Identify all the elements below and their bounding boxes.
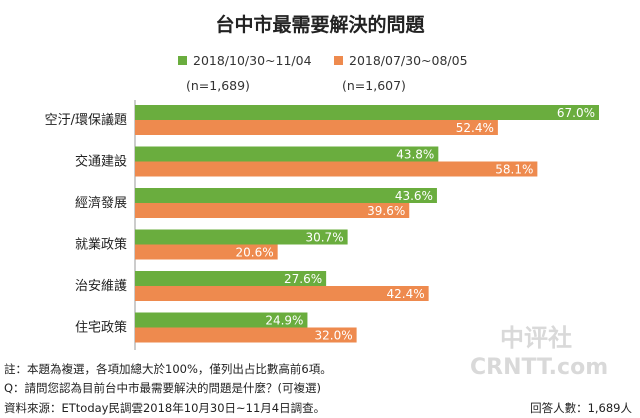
legend-label-2: 2018/07/30~08/05 <box>349 53 468 68</box>
watermark-line2: CRNTT.com <box>470 355 608 380</box>
bar-series2 <box>135 327 357 343</box>
category-label: 就業政策 <box>75 237 127 253</box>
data-label-series1: 27.6% <box>284 272 322 286</box>
chart-title: 台中市最需要解決的問題 <box>215 14 425 36</box>
bar-series2 <box>135 120 498 135</box>
bar-series1 <box>135 229 348 245</box>
bar-series1 <box>135 105 599 120</box>
data-label-series1: 30.7% <box>305 231 343 245</box>
category-label: 治安維護 <box>75 278 127 294</box>
watermark-line1: 中评社 <box>500 324 572 352</box>
legend-sample-1: (n=1,689) <box>186 78 250 93</box>
bar-series2 <box>135 161 538 177</box>
note-multiple-choice: 註：本題為複選，各項加總大於100%，僅列出占比數高前6項。 <box>4 362 332 376</box>
data-label-series1: 67.0% <box>557 106 595 120</box>
data-label-series2: 20.6% <box>236 246 274 260</box>
bar-series1 <box>135 146 439 162</box>
bar-series2 <box>135 244 278 260</box>
category-label: 經濟發展 <box>75 195 127 211</box>
data-label-series1: 24.9% <box>265 314 303 328</box>
bar-series2 <box>135 286 429 301</box>
category-label: 空汙/環保議題 <box>45 113 127 128</box>
note-question: Q：請問您認為目前台中市最需要解決的問題是什麼？(可複選) <box>4 381 322 395</box>
bar-chart: 2018/10/30~11/04 (n=1,689) 2018/07/30~08/0… <box>45 53 599 350</box>
respondent-count: 回答人數：1,689人 <box>530 401 632 415</box>
bar-series1 <box>135 188 437 203</box>
data-label-series1: 43.6% <box>395 189 433 203</box>
category-label: 交通建設 <box>75 154 127 170</box>
note-source: 資料來源：ETtoday民調雲2018年10月30日~11月4日調查。 <box>4 401 326 415</box>
data-label-series2: 39.6% <box>367 204 405 218</box>
legend: 2018/10/30~11/04 (n=1,689) 2018/07/30~08/0… <box>178 53 468 93</box>
bar-series2 <box>135 203 410 218</box>
bars: 67.0% 52.4% 43.8% 58.1% 43.6%39.6% 30.7% 20.6%… <box>135 105 599 343</box>
legend-swatch-2 <box>334 56 343 65</box>
watermark-logo: 中评社 CRNTT.com <box>470 324 608 380</box>
data-label-series1: 43.8% <box>396 148 434 162</box>
data-label-series2: 42.4% <box>387 287 425 301</box>
bar-series1 <box>135 271 327 286</box>
data-label-series2: 32.0% <box>314 329 352 343</box>
data-label-series2: 58.1% <box>495 163 533 177</box>
category-label: 住宅政策 <box>75 320 127 336</box>
legend-swatch-1 <box>178 56 187 65</box>
legend-label-1: 2018/10/30~11/04 <box>193 53 312 68</box>
bar-series1 <box>135 312 308 328</box>
data-label-series2: 52.4% <box>456 121 494 135</box>
legend-sample-2: (n=1,607) <box>342 78 406 93</box>
